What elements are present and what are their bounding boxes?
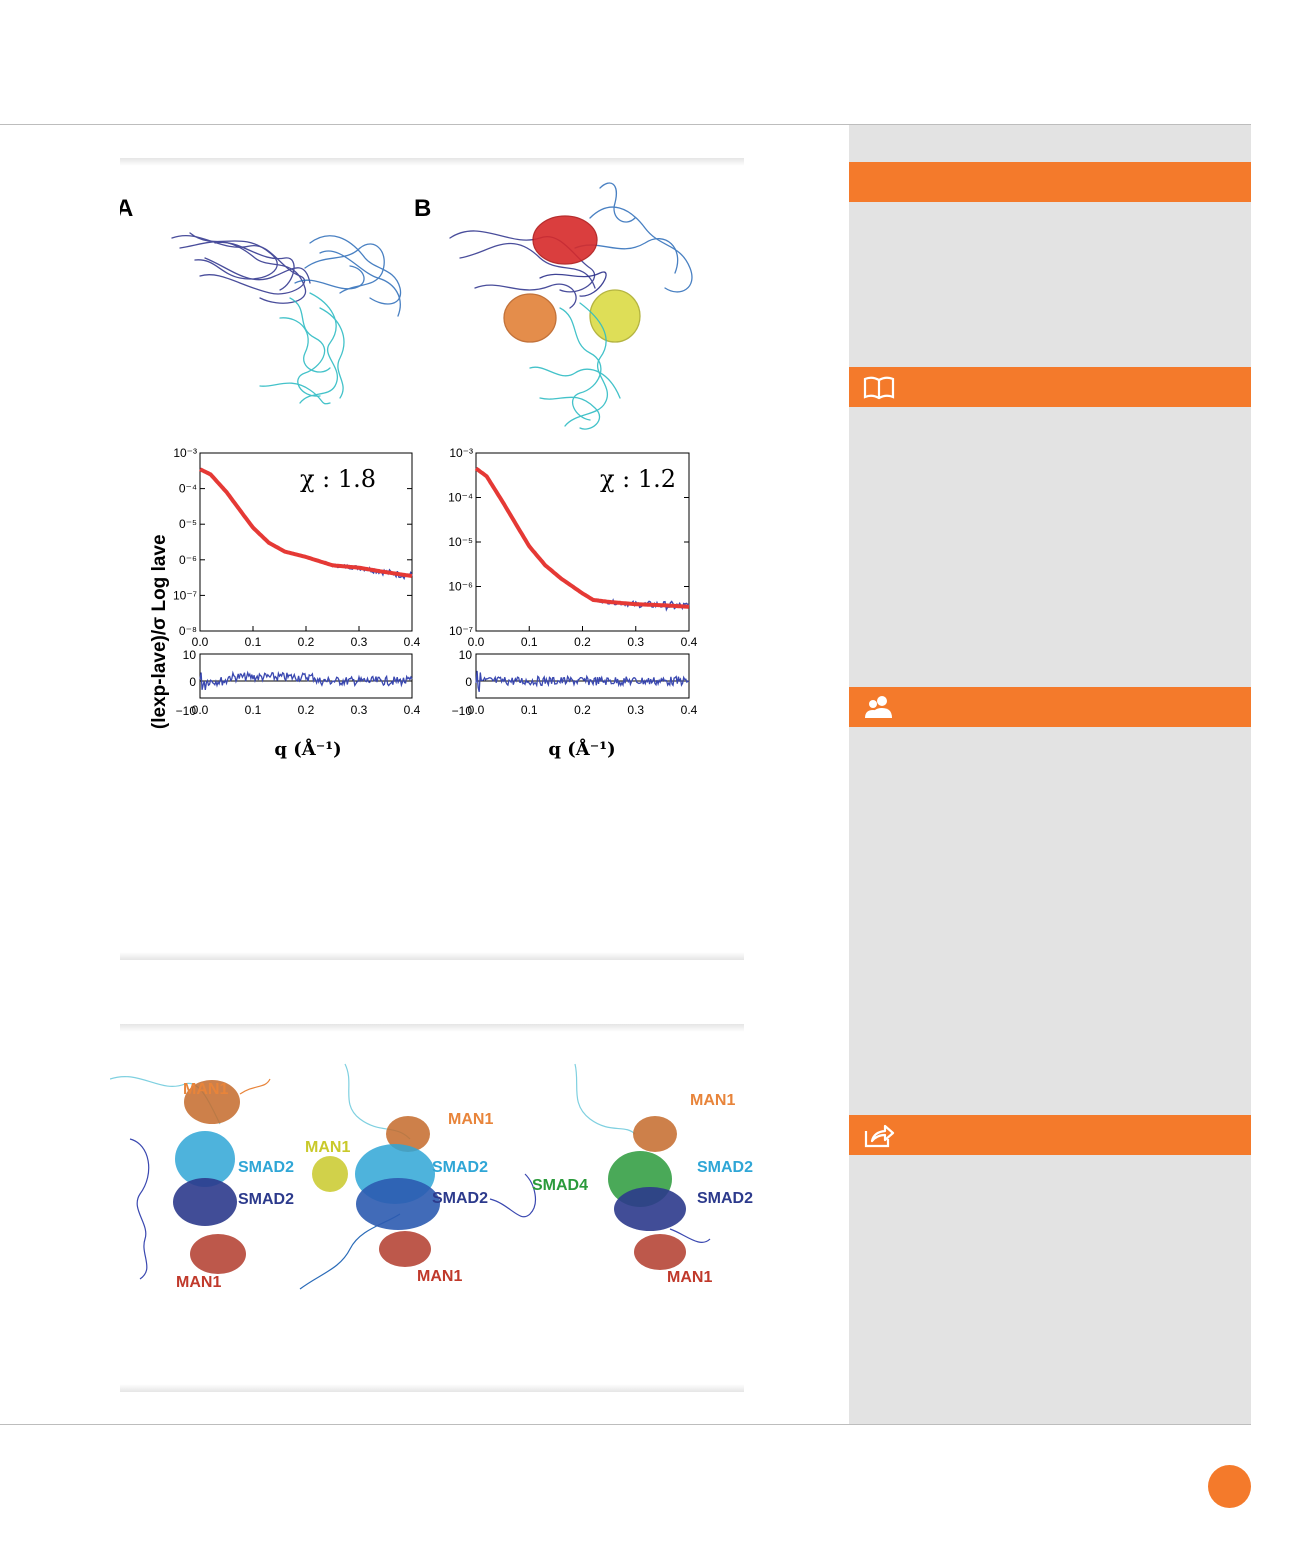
figure-2: MAN1 SMAD2 SMAD2 MAN1 MAN1 MAN1 SMAD2 SM… — [110, 1063, 753, 1291]
plot-a-y-tick-labels: 10⁻³ 0⁻⁴ 0⁻⁵ 0⁻⁶ 10⁻⁷ 0⁻⁸ — [173, 446, 197, 638]
label-man1-middle-left: MAN1 — [305, 1139, 350, 1156]
label-smad2-middle-b: SMAD2 — [432, 1190, 488, 1207]
figure-2-panel: MAN1 SMAD2 SMAD2 MAN1 MAN1 MAN1 SMAD2 SM… — [110, 1024, 753, 1392]
plot-b-residual-frame — [475, 653, 690, 699]
plot-b-y-tick-labels: 10⁻³ 10⁻⁴ 10⁻⁵ 10⁻⁶ 10⁻⁷ — [448, 446, 473, 638]
res-tick-a-0: 0 — [189, 675, 196, 689]
panel-label-b: B — [414, 195, 431, 222]
label-smad2-left-a: SMAD2 — [238, 1159, 294, 1176]
y-tick-label: 0⁻⁴ — [179, 482, 197, 496]
x-tick-label: 0.2 — [298, 635, 315, 649]
x-tick-label: 0.1 — [245, 635, 262, 649]
x-tick-label: 0.2 — [298, 703, 315, 717]
book-icon — [863, 376, 895, 400]
y-tick-label: 0⁻⁶ — [179, 553, 197, 567]
x-tick-label: 0.0 — [192, 703, 209, 717]
residual-y-labels: 10 0 −10 10 0 −10 — [176, 648, 473, 718]
label-smad2-middle-a: SMAD2 — [432, 1159, 488, 1176]
x-tick-label: 0.3 — [627, 635, 644, 649]
share-icon — [864, 1124, 895, 1148]
y-axis-title-top: Log lave — [149, 534, 170, 611]
panel-bottom-shadow — [120, 1384, 744, 1392]
x-tick-label: 0.3 — [351, 635, 368, 649]
x-tick-label: 0.4 — [681, 703, 698, 717]
panel-top-shadow — [120, 1024, 744, 1032]
sidebar-bar-reading — [849, 367, 1251, 407]
bottom-rule — [0, 1424, 1251, 1425]
y-tick-label: 0⁻⁸ — [179, 624, 197, 638]
complex-right: MAN1 SMAD4 SMAD2 SMAD2 MAN1 — [532, 1063, 753, 1286]
y-tick-label: 10⁻⁷ — [449, 624, 473, 638]
sidebar-header-bar — [849, 162, 1251, 202]
ensemble-structure-a — [171, 232, 402, 405]
x-tick-label: 0.1 — [521, 635, 538, 649]
complex-middle: MAN1 MAN1 SMAD2 SMAD2 MAN1 — [299, 1063, 537, 1290]
x-tick-label: 0.3 — [627, 703, 644, 717]
y-axis-title-bottom: (lexp-lave)/σ — [149, 617, 170, 729]
y-tick-label: 10⁻⁵ — [448, 535, 473, 549]
ensemble-structure-b — [449, 182, 693, 430]
y-tick-label: 10⁻⁴ — [448, 491, 473, 505]
x-axis-title-a: q (Å⁻¹) — [274, 737, 341, 760]
figure-1: A B — [116, 182, 698, 760]
panel-bottom-shadow — [120, 952, 744, 960]
label-smad2-left-b: SMAD2 — [238, 1191, 294, 1208]
x-tick-label: 0.4 — [404, 703, 421, 717]
plot-b-chi: χ : 1.2 — [600, 465, 676, 493]
label-man1-left-bottom: MAN1 — [176, 1274, 221, 1291]
plot-a-frame — [199, 452, 413, 632]
sidebar-bar-authors — [849, 687, 1251, 727]
plot-a-fit-curve — [199, 467, 413, 578]
res-tick-a-10: 10 — [183, 648, 197, 662]
x-tick-labels: 0.0 0.0 0.1 0.1 0.2 0.2 0.3 0.3 0.4 0.4 0.0 0.0 0.1 0… — [192, 635, 698, 717]
y-tick-label: 10⁻⁷ — [173, 588, 197, 602]
label-smad4-right: SMAD4 — [532, 1177, 588, 1194]
label-smad2-right-a: SMAD2 — [697, 1159, 753, 1176]
plot-b: 10⁻³ 10⁻⁴ 10⁻⁵ 10⁻⁶ 10⁻⁷ χ : 1.2 — [448, 446, 690, 699]
x-tick-label: 0.4 — [404, 635, 421, 649]
plot-a-residuals — [199, 670, 413, 690]
figure-1-panel: A B — [116, 158, 744, 960]
label-man1-right-bottom: MAN1 — [667, 1269, 712, 1286]
plot-a-chi: χ : 1.8 — [300, 465, 376, 493]
x-tick-label: 0.1 — [245, 703, 262, 717]
plot-b-residuals — [475, 670, 690, 692]
label-man1-right-top: MAN1 — [690, 1092, 735, 1109]
y-tick-label: 0⁻⁵ — [179, 517, 197, 531]
x-tick-label: 0.0 — [192, 635, 209, 649]
top-rule — [0, 124, 1251, 125]
y-tick-label: 10⁻³ — [449, 446, 473, 460]
page-number-dot — [1208, 1465, 1251, 1508]
panel-label-a: A — [120, 195, 133, 222]
x-tick-label: 0.0 — [468, 703, 485, 717]
panel-top-shadow — [120, 158, 744, 166]
x-tick-label: 0.2 — [574, 703, 591, 717]
sidebar-bar-share — [849, 1115, 1251, 1155]
x-tick-label: 0.4 — [681, 635, 698, 649]
complex-left: MAN1 SMAD2 SMAD2 MAN1 — [110, 1076, 294, 1291]
res-tick-b-10: 10 — [459, 648, 473, 662]
y-tick-label: 10⁻⁶ — [448, 580, 473, 594]
sidebar — [849, 125, 1251, 1424]
plot-b-frame — [475, 452, 690, 632]
x-tick-label: 0.3 — [351, 703, 368, 717]
x-tick-label: 0.1 — [521, 703, 538, 717]
label-man1-middle-bottom: MAN1 — [417, 1268, 462, 1285]
res-tick-b-neg10: −10 — [452, 704, 473, 718]
label-man1-left-top: MAN1 — [183, 1081, 228, 1098]
plot-a: 10⁻³ 0⁻⁴ 0⁻⁵ 0⁻⁶ 10⁻⁷ 0⁻⁸ χ : 1.8 — [173, 446, 413, 699]
x-tick-label: 0.0 — [468, 635, 485, 649]
y-tick-label: 10⁻³ — [173, 446, 197, 460]
x-axis-title-b: q (Å⁻¹) — [548, 737, 615, 760]
res-tick-a-neg10: −10 — [176, 704, 197, 718]
res-tick-b-0: 0 — [465, 675, 472, 689]
plot-b-fit-curve — [474, 466, 690, 609]
x-tick-label: 0.2 — [574, 635, 591, 649]
label-man1-middle-top: MAN1 — [448, 1111, 493, 1128]
label-smad2-right-b: SMAD2 — [697, 1190, 753, 1207]
users-icon — [865, 696, 892, 718]
